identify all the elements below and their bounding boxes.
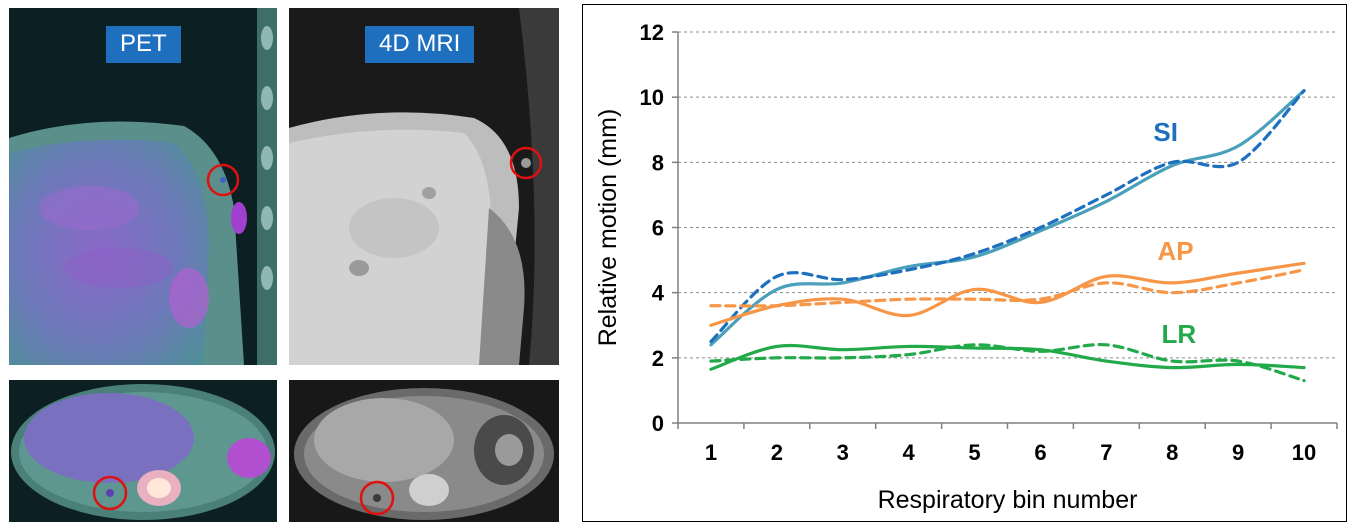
y-tick-label: 0 (652, 411, 664, 436)
y-tick-label: 6 (652, 216, 664, 241)
x-tick-label: 2 (771, 440, 783, 465)
series-label-lr: LR (1162, 319, 1197, 349)
y-tick-label: 2 (652, 346, 664, 371)
x-tick-label: 9 (1232, 440, 1244, 465)
mri-coronal-image: 4D MRI (289, 8, 559, 365)
pet-coronal-image: PET (9, 8, 277, 365)
mri-label: 4D MRI (365, 26, 475, 63)
x-tick-label: 1 (705, 440, 717, 465)
lesion-marker-circle (509, 146, 543, 180)
lesion-marker-circle (206, 163, 240, 197)
x-tick-label: 7 (1100, 440, 1112, 465)
y-axis-title: Relative motion (mm) (594, 109, 622, 347)
x-tick-label: 4 (903, 440, 916, 465)
x-axis-title: Respiratory bin number (878, 486, 1138, 514)
series-line-si-dashed (709, 89, 1306, 344)
x-tick-label: 10 (1292, 440, 1316, 465)
motion-chart-frame: 0 2 4 6 8 10 12 1 2 3 4 5 6 7 8 9 10 Respiratory bin numb… (582, 4, 1347, 522)
y-tick-label: 10 (640, 85, 664, 110)
y-tick-label: 8 (652, 150, 664, 175)
y-tick-label: 4 (652, 281, 665, 306)
series-line-ap-dashed (709, 268, 1306, 308)
series-line-lr-dashed (709, 342, 1306, 383)
pet-label: PET (106, 26, 181, 63)
y-tick-label: 12 (640, 20, 664, 45)
lesion-marker-circle (92, 475, 128, 511)
lesion-marker-circle (359, 480, 395, 516)
series-line-ap-solid (709, 261, 1306, 327)
x-tick-label: 6 (1034, 440, 1046, 465)
x-tick-label: 8 (1166, 440, 1178, 465)
pet-axial-image (9, 380, 277, 522)
x-tick-label: 3 (837, 440, 849, 465)
x-tick-label: 5 (968, 440, 980, 465)
series-label-si: SI (1153, 117, 1178, 147)
mri-axial-image (289, 380, 559, 522)
series-line-lr-solid (709, 343, 1306, 371)
series-line-si-solid (709, 89, 1306, 347)
series-label-ap: AP (1157, 236, 1193, 266)
